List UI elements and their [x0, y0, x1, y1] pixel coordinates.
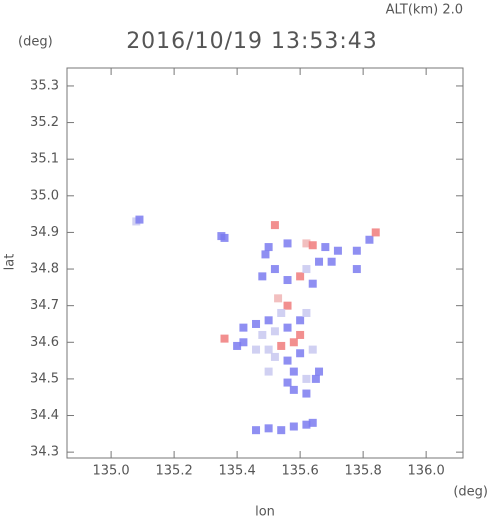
echo-point — [296, 316, 305, 325]
y-tick-label: 35.1 — [30, 152, 59, 167]
x-axis-label: lon — [255, 505, 275, 520]
altitude-annotation: ALT(km) 2.0 — [386, 3, 463, 18]
echo-point — [252, 426, 261, 435]
echo-point — [270, 265, 279, 274]
echo-point — [302, 389, 311, 398]
echo-point — [264, 316, 273, 325]
echo-point — [302, 420, 311, 429]
echo-point — [302, 308, 311, 317]
echo-point — [239, 338, 248, 347]
echo-point — [308, 279, 317, 288]
echo-point — [220, 233, 229, 242]
echo-point — [289, 338, 298, 347]
x-tick-label: 135.0 — [92, 464, 129, 479]
echo-point — [308, 418, 317, 427]
echo-point — [371, 228, 380, 237]
echo-point — [277, 341, 286, 350]
x-tick-label: 135.6 — [282, 464, 319, 479]
x-unit: (deg) — [453, 485, 488, 500]
echo-point — [264, 243, 273, 252]
echo-point — [261, 250, 270, 259]
echo-point — [333, 246, 342, 255]
echo-point — [315, 367, 324, 376]
echo-point — [252, 345, 261, 354]
y-tick-label: 34.7 — [30, 298, 59, 313]
echo-point — [352, 246, 361, 255]
echo-point — [283, 301, 292, 310]
echo-point — [270, 327, 279, 336]
y-tick-label: 35.2 — [30, 115, 59, 130]
x-tick-label: 135.2 — [156, 464, 193, 479]
echo-point — [308, 241, 317, 250]
echo-point — [264, 345, 273, 354]
y-tick-label: 35.0 — [30, 188, 59, 203]
echo-point — [270, 352, 279, 361]
echo-point — [308, 345, 317, 354]
y-tick-label: 34.8 — [30, 262, 59, 277]
y-axis-label: lat — [3, 254, 18, 271]
echo-point — [283, 276, 292, 285]
y-tick-label: 34.5 — [30, 371, 59, 386]
echo-point — [233, 341, 242, 350]
y-tick-label: 34.3 — [30, 445, 59, 460]
y-unit: (deg) — [18, 35, 53, 50]
echo-point — [302, 265, 311, 274]
echo-point — [274, 294, 283, 303]
echo-point — [239, 323, 248, 332]
y-tick-label: 34.6 — [30, 335, 59, 350]
plot-frame — [66, 67, 464, 459]
echo-point — [277, 426, 286, 435]
echo-point — [283, 323, 292, 332]
y-tick-label: 35.3 — [30, 78, 59, 93]
echo-point — [283, 239, 292, 248]
echo-point — [135, 215, 144, 224]
echo-point — [264, 424, 273, 433]
echo-point — [302, 239, 311, 248]
x-tick-label: 135.4 — [219, 464, 256, 479]
x-tick-label: 135.8 — [345, 464, 382, 479]
echo-point — [302, 374, 311, 383]
echo-point — [270, 221, 279, 230]
echo-point — [327, 257, 336, 266]
echo-point — [311, 374, 320, 383]
x-tick-label: 136.0 — [408, 464, 445, 479]
y-tick-label: 34.9 — [30, 225, 59, 240]
echo-point — [252, 319, 261, 328]
y-tick-label: 34.4 — [30, 408, 59, 423]
chart-title: 2016/10/19 13:53:43 — [126, 29, 378, 54]
echo-point — [283, 378, 292, 387]
echo-point — [289, 367, 298, 376]
echo-point — [289, 422, 298, 431]
echo-point — [264, 367, 273, 376]
echo-point — [283, 356, 292, 365]
echo-point — [258, 330, 267, 339]
echo-point — [277, 308, 286, 317]
echo-point — [352, 265, 361, 274]
echo-point — [289, 385, 298, 394]
echo-point — [220, 334, 229, 343]
echo-point — [296, 349, 305, 358]
echo-point — [296, 272, 305, 281]
echo-point — [365, 235, 374, 244]
echo-point — [296, 330, 305, 339]
echo-point — [321, 243, 330, 252]
echo-point — [315, 257, 324, 266]
echo-point — [258, 272, 267, 281]
